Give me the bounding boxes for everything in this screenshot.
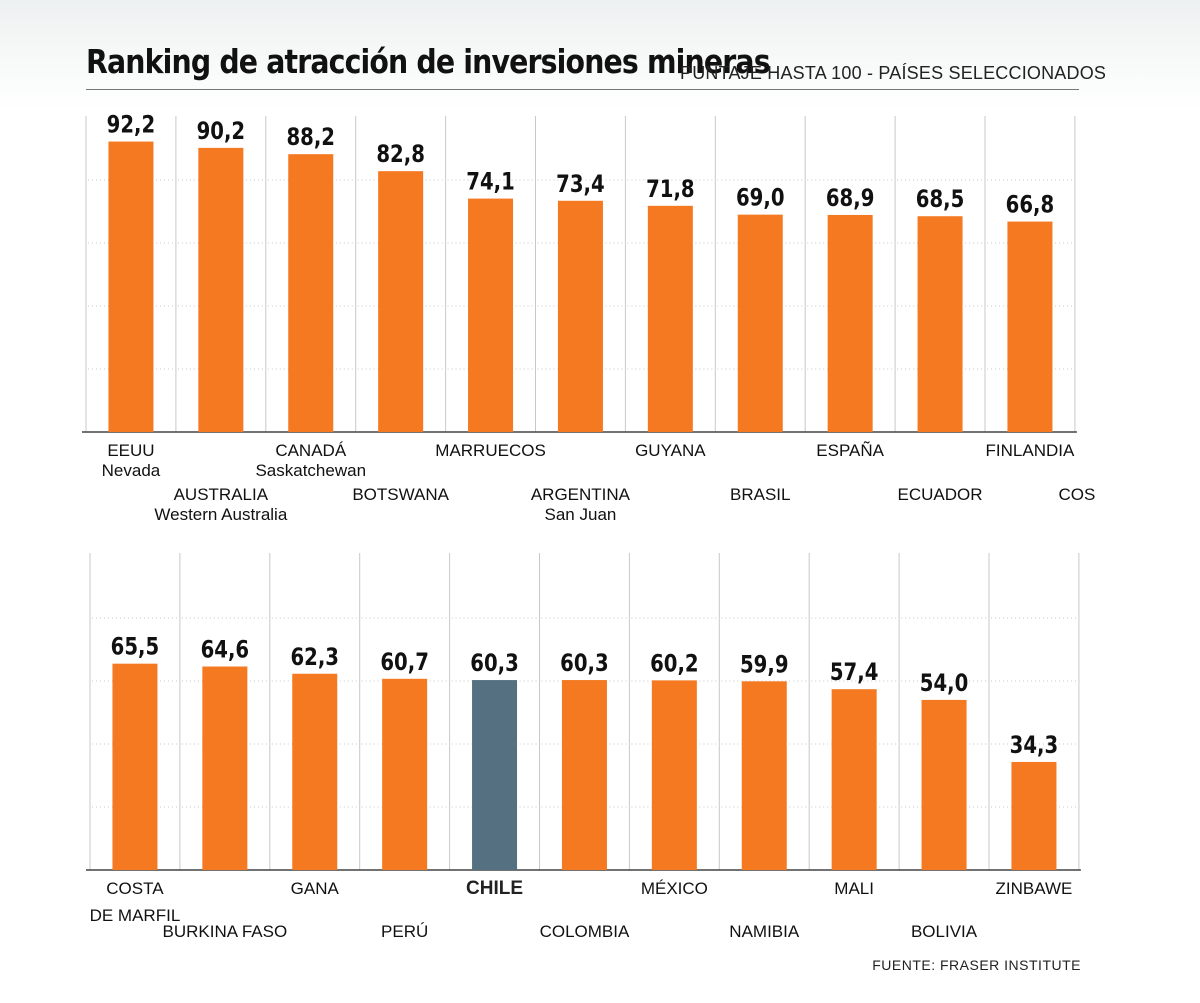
category-label-overflow: COS: [1058, 485, 1095, 504]
category-label-australia: AUSTRALIA: [174, 485, 269, 504]
value-label-ecuador: 68,5: [916, 186, 965, 213]
bar-burkina-faso: [202, 666, 248, 870]
category-label-costa: COSTA: [106, 879, 164, 898]
bar-botswana: [378, 171, 424, 432]
category-label-peru: PERÚ: [381, 922, 428, 941]
chart-subtitle: PUNTAJE HASTA 100 - PAÍSES SELECCIONADOS: [680, 63, 1107, 83]
value-label-espana: 68,9: [826, 185, 875, 212]
bar-finlandia: [1007, 221, 1053, 432]
value-label-chile: 60,3: [470, 650, 519, 677]
bar-chile: [472, 680, 518, 870]
category-label-argentina-sub: San Juan: [545, 505, 617, 524]
value-label-mexico: 60,2: [650, 651, 699, 678]
category-label-eeuu: EEUU: [107, 441, 154, 460]
bar-argentina: [557, 200, 603, 432]
bar-guyana: [647, 205, 693, 432]
category-label-mexico: MÉXICO: [641, 879, 708, 898]
value-label-gana: 62,3: [290, 644, 339, 671]
category-label-zinbawe: ZINBAWE: [996, 879, 1073, 898]
category-label-argentina: ARGENTINA: [531, 485, 631, 504]
value-label-burkina-faso: 64,6: [201, 637, 250, 664]
value-label-bolivia: 54,0: [920, 670, 969, 697]
category-label-australia-sub: Western Australia: [154, 505, 287, 524]
value-label-brasil: 69,0: [736, 185, 785, 212]
value-label-colombia: 60,3: [560, 650, 609, 677]
bar-namibia: [741, 681, 787, 870]
bar-mexico: [651, 680, 697, 870]
value-label-botswana: 82,8: [376, 141, 425, 168]
category-label-colombia: COLOMBIA: [540, 922, 630, 941]
bar-australia: [198, 147, 244, 432]
bar-costa: [112, 663, 158, 870]
bar-colombia: [561, 680, 607, 870]
chart-title: Ranking de atracción de inversiones mine…: [86, 42, 771, 81]
value-label-mali: 57,4: [830, 659, 879, 686]
category-label-ecuador: ECUADOR: [898, 485, 983, 504]
value-label-australia: 90,2: [197, 118, 246, 145]
bar-ecuador: [917, 216, 963, 432]
bar-zinbawe: [1011, 761, 1057, 870]
category-label-bolivia: BOLIVIA: [911, 922, 978, 941]
category-label-botswana: BOTSWANA: [352, 485, 449, 504]
category-label-chile: CHILE: [466, 878, 523, 899]
category-label-guyana: GUYANA: [635, 441, 706, 460]
bar-gana: [292, 673, 338, 870]
value-label-zinbawe: 34,3: [1010, 732, 1059, 759]
category-label-namibia: NAMIBIA: [729, 922, 800, 941]
category-label-eeuu-sub: Nevada: [102, 461, 161, 480]
category-label-brasil: BRASIL: [730, 485, 790, 504]
category-label-mali: MALI: [834, 879, 874, 898]
category-label-espana: ESPAÑA: [816, 441, 884, 460]
bar-bolivia: [921, 699, 967, 870]
category-label-marruecos: MARRUECOS: [435, 441, 546, 460]
category-label-gana: GANA: [291, 879, 340, 898]
value-label-namibia: 59,9: [740, 652, 789, 679]
bar-brasil: [737, 214, 783, 432]
bar-eeuu: [108, 141, 154, 432]
value-label-peru: 60,7: [380, 649, 429, 676]
value-label-finlandia: 66,8: [1006, 192, 1055, 219]
category-label-canada: CANADÁ: [275, 441, 347, 460]
source-note: FUENTE: FRASER INSTITUTE: [872, 957, 1081, 973]
value-label-marruecos: 74,1: [466, 169, 515, 196]
chart-header: Ranking de atracción de inversiones mine…: [0, 0, 1200, 100]
bar-espana: [827, 214, 873, 432]
bar-canada: [288, 154, 334, 433]
value-label-costa: 65,5: [111, 634, 160, 661]
category-label-burkina-faso: BURKINA FASO: [162, 922, 287, 941]
value-label-eeuu: 92,2: [107, 112, 156, 139]
bar-marruecos: [468, 198, 514, 432]
value-label-argentina: 73,4: [556, 171, 605, 198]
bar-peru: [382, 678, 428, 870]
category-label-finlandia: FINLANDIA: [986, 441, 1075, 460]
value-label-guyana: 71,8: [646, 176, 695, 203]
category-label-costa-sub: DE MARFIL: [90, 906, 181, 925]
title-divider: [86, 89, 1079, 90]
category-label-canada-sub: Saskatchewan: [255, 461, 366, 480]
bar-mali: [831, 689, 877, 870]
value-label-canada: 88,2: [286, 124, 335, 151]
